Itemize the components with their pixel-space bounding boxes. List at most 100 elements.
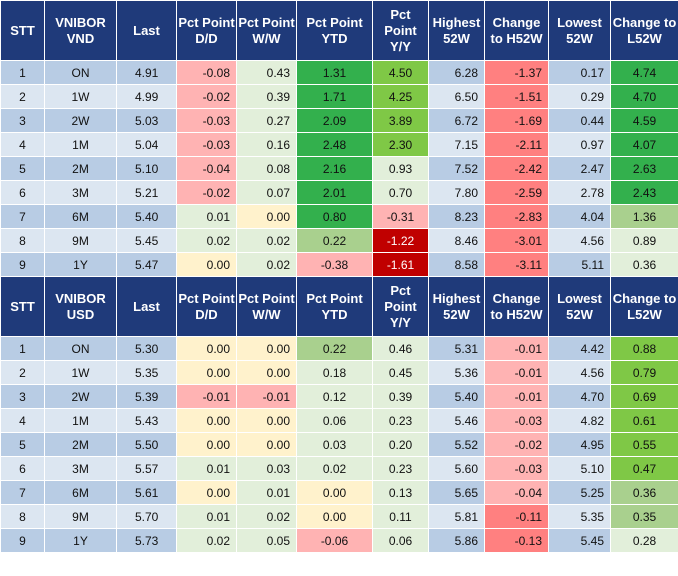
usd-cell-change-h52w: -0.04 bbox=[484, 480, 549, 505]
usd-cell-pct-yy: 0.45 bbox=[372, 360, 429, 385]
vnd-cell-stt: 3 bbox=[0, 108, 45, 133]
usd-cell-change-l52w: 0.36 bbox=[610, 480, 678, 505]
usd-cell-last: 5.57 bbox=[116, 456, 177, 481]
usd-header-stt: STT bbox=[0, 276, 45, 337]
vnd-cell-pct-ww: 0.07 bbox=[236, 180, 297, 205]
vnd-cell-tenor: 6M bbox=[44, 204, 117, 229]
vnd-cell-pct-yy: 0.93 bbox=[372, 156, 429, 181]
usd-cell-pct-ytd: 0.12 bbox=[296, 384, 373, 409]
usd-cell-pct-ww: 0.00 bbox=[236, 336, 297, 361]
vnd-cell-change-h52w: -1.69 bbox=[484, 108, 549, 133]
usd-cell-lowest-52w: 5.25 bbox=[548, 480, 611, 505]
vnd-header-change-h52w: Change to H52W bbox=[484, 0, 549, 61]
vnd-cell-pct-yy: 0.70 bbox=[372, 180, 429, 205]
vnd-cell-tenor: 1Y bbox=[44, 252, 117, 277]
usd-cell-change-l52w: 0.47 bbox=[610, 456, 678, 481]
vnd-cell-last: 5.40 bbox=[116, 204, 177, 229]
usd-cell-stt: 5 bbox=[0, 432, 45, 457]
usd-cell-pct-dd: 0.02 bbox=[176, 528, 237, 553]
vnd-cell-pct-ytd: 0.22 bbox=[296, 228, 373, 253]
vnd-cell-stt: 1 bbox=[0, 60, 45, 85]
usd-table-row: 6 3M 5.57 0.01 0.03 0.02 0.23 5.60 -0.03 5.10 0.47 bbox=[0, 456, 678, 481]
vnd-cell-stt: 7 bbox=[0, 204, 45, 229]
usd-cell-change-l52w: 0.35 bbox=[610, 504, 678, 529]
usd-cell-stt: 2 bbox=[0, 360, 45, 385]
vnd-cell-pct-dd: -0.02 bbox=[176, 180, 237, 205]
usd-cell-last: 5.50 bbox=[116, 432, 177, 457]
usd-cell-change-l52w: 0.79 bbox=[610, 360, 678, 385]
usd-cell-pct-dd: 0.00 bbox=[176, 360, 237, 385]
vnd-table-row: 5 2M 5.10 -0.04 0.08 2.16 0.93 7.52 -2.42 2.47 2.6… bbox=[0, 156, 678, 181]
vnd-cell-lowest-52w: 5.11 bbox=[548, 252, 611, 277]
vnd-cell-pct-ytd: 2.16 bbox=[296, 156, 373, 181]
usd-cell-tenor: 2M bbox=[44, 432, 117, 457]
vnd-cell-highest-52w: 7.80 bbox=[428, 180, 485, 205]
vnd-cell-pct-ytd: 0.80 bbox=[296, 204, 373, 229]
usd-header-row: STT VNIBOR USD Last Pct Point D/D Pct Point … bbox=[0, 276, 678, 337]
vnd-cell-pct-ytd: 1.71 bbox=[296, 84, 373, 109]
usd-cell-pct-yy: 0.11 bbox=[372, 504, 429, 529]
usd-cell-tenor: 1M bbox=[44, 408, 117, 433]
vnd-table-row: 9 1Y 5.47 0.00 0.02 -0.38 -1.61 8.58 -3.11 5.11 0.… bbox=[0, 252, 678, 277]
usd-cell-pct-ytd: 0.06 bbox=[296, 408, 373, 433]
vnd-table-row: 2 1W 4.99 -0.02 0.39 1.71 4.25 6.50 -1.51 0.29 4.7… bbox=[0, 84, 678, 109]
vnd-cell-pct-ww: 0.00 bbox=[236, 204, 297, 229]
usd-cell-pct-ww: 0.00 bbox=[236, 432, 297, 457]
vnd-cell-last: 5.04 bbox=[116, 132, 177, 157]
vnd-cell-pct-yy: -1.22 bbox=[372, 228, 429, 253]
vnd-cell-last: 5.47 bbox=[116, 252, 177, 277]
usd-cell-pct-dd: 0.00 bbox=[176, 408, 237, 433]
usd-header-pct-ww: Pct Point W/W bbox=[236, 276, 297, 337]
vnd-cell-highest-52w: 8.23 bbox=[428, 204, 485, 229]
usd-cell-pct-yy: 0.23 bbox=[372, 456, 429, 481]
vnd-cell-tenor: ON bbox=[44, 60, 117, 85]
usd-cell-tenor: 2W bbox=[44, 384, 117, 409]
usd-cell-lowest-52w: 5.35 bbox=[548, 504, 611, 529]
vnd-header-change-l52w: Change to L52W bbox=[610, 0, 678, 61]
vnd-header-pct-yy: Pct Point Y/Y bbox=[372, 0, 429, 61]
vnd-header-tenor: VNIBOR VND bbox=[44, 0, 117, 61]
usd-cell-change-l52w: 0.28 bbox=[610, 528, 678, 553]
usd-cell-tenor: 6M bbox=[44, 480, 117, 505]
vnd-cell-pct-ww: 0.27 bbox=[236, 108, 297, 133]
usd-cell-highest-52w: 5.65 bbox=[428, 480, 485, 505]
vnd-cell-pct-ww: 0.16 bbox=[236, 132, 297, 157]
vnd-cell-lowest-52w: 0.44 bbox=[548, 108, 611, 133]
usd-cell-pct-dd: 0.00 bbox=[176, 432, 237, 457]
usd-cell-highest-52w: 5.60 bbox=[428, 456, 485, 481]
vnd-cell-highest-52w: 6.50 bbox=[428, 84, 485, 109]
usd-cell-tenor: 1Y bbox=[44, 528, 117, 553]
usd-header-change-l52w: Change to L52W bbox=[610, 276, 678, 337]
vnd-cell-tenor: 1W bbox=[44, 84, 117, 109]
vnd-table-row: 1 ON 4.91 -0.08 0.43 1.31 4.50 6.28 -1.37 0.17 4.7… bbox=[0, 60, 678, 85]
usd-cell-pct-ww: 0.05 bbox=[236, 528, 297, 553]
usd-cell-pct-ytd: 0.00 bbox=[296, 504, 373, 529]
usd-cell-highest-52w: 5.40 bbox=[428, 384, 485, 409]
vnd-cell-pct-ww: 0.08 bbox=[236, 156, 297, 181]
usd-cell-last: 5.70 bbox=[116, 504, 177, 529]
vnd-header-highest-52w: Highest 52W bbox=[428, 0, 485, 61]
usd-cell-pct-ww: 0.00 bbox=[236, 360, 297, 385]
usd-cell-stt: 4 bbox=[0, 408, 45, 433]
usd-cell-last: 5.30 bbox=[116, 336, 177, 361]
usd-cell-change-h52w: -0.03 bbox=[484, 408, 549, 433]
vnd-cell-pct-yy: 4.25 bbox=[372, 84, 429, 109]
usd-cell-last: 5.73 bbox=[116, 528, 177, 553]
vnd-header-row: STT VNIBOR VND Last Pct Point D/D Pct Point … bbox=[0, 0, 678, 61]
usd-cell-tenor: 3M bbox=[44, 456, 117, 481]
usd-table-row: 8 9M 5.70 0.01 0.02 0.00 0.11 5.81 -0.11 5.35 0.35 bbox=[0, 504, 678, 529]
vnd-cell-tenor: 9M bbox=[44, 228, 117, 253]
usd-table-row: 7 6M 5.61 0.00 0.01 0.00 0.13 5.65 -0.04 5.25 0.36 bbox=[0, 480, 678, 505]
vnd-cell-last: 5.21 bbox=[116, 180, 177, 205]
vnd-cell-tenor: 2W bbox=[44, 108, 117, 133]
usd-cell-lowest-52w: 4.42 bbox=[548, 336, 611, 361]
usd-header-pct-ytd: Pct Point YTD bbox=[296, 276, 373, 337]
vnd-cell-pct-dd: 0.01 bbox=[176, 204, 237, 229]
usd-cell-stt: 3 bbox=[0, 384, 45, 409]
usd-header-last: Last bbox=[116, 276, 177, 337]
vnd-cell-lowest-52w: 0.97 bbox=[548, 132, 611, 157]
usd-cell-pct-yy: 0.23 bbox=[372, 408, 429, 433]
vnd-cell-highest-52w: 7.52 bbox=[428, 156, 485, 181]
vnd-cell-pct-dd: -0.03 bbox=[176, 108, 237, 133]
vnd-cell-highest-52w: 8.58 bbox=[428, 252, 485, 277]
